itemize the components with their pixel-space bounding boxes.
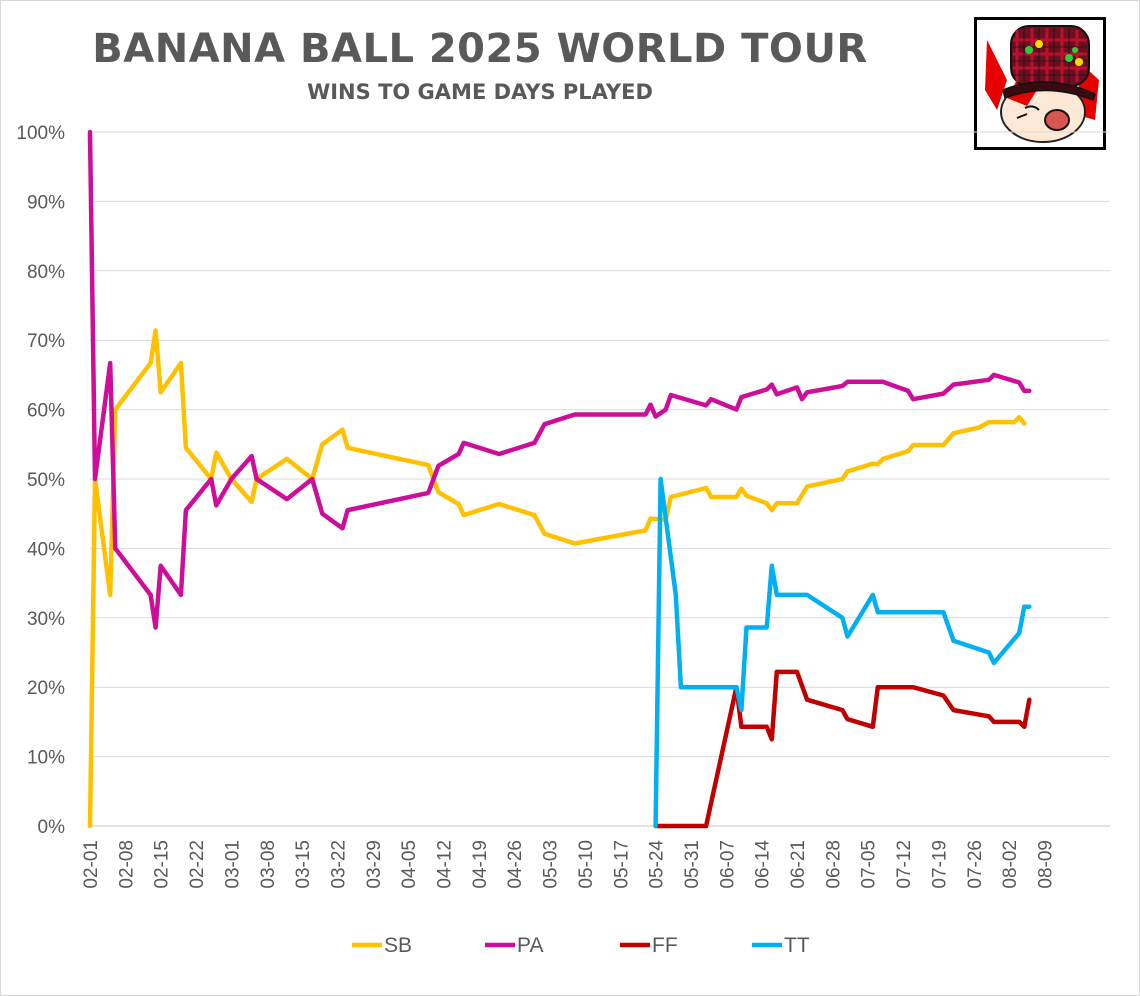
x-tick-label: 03-15 (293, 840, 314, 889)
y-tick-label: 50% (27, 470, 65, 491)
x-tick-label: 03-08 (258, 840, 279, 889)
y-tick-label: 20% (27, 678, 65, 699)
x-tick-label: 07-12 (894, 840, 915, 889)
grid-lines (90, 131, 1110, 758)
chart-title: BANANA BALL 2025 WORLD TOUR (92, 26, 868, 72)
x-tick-label: 02-01 (81, 840, 102, 889)
x-tick-label: 08-02 (1000, 840, 1021, 889)
series-lines (87, 129, 1032, 829)
y-tick-label: 90% (27, 192, 65, 213)
y-tick-label: 30% (27, 609, 65, 630)
x-tick-label: 06-28 (823, 840, 844, 889)
legend-label-tt: TT (784, 934, 810, 957)
y-tick-label: 60% (27, 401, 65, 422)
x-tick-label: 05-24 (647, 840, 668, 889)
series-line-pa (87, 129, 1032, 630)
x-tick-label: 07-19 (929, 840, 950, 889)
x-tick-label: 06-07 (717, 840, 738, 889)
legend-label-ff: FF (652, 934, 678, 957)
y-axis-labels: 0% 10% 20% 30% 40% 50% 60% 70% 80% 90% 100% (16, 123, 65, 838)
x-tick-label: 04-12 (435, 840, 456, 889)
x-axis-labels: 02-01 02-08 02-15 02-22 03-01 03-08 03-15 03-22… (81, 840, 1056, 889)
x-tick-label: 07-26 (965, 840, 986, 889)
x-tick-label: 02-15 (152, 840, 173, 889)
x-tick-label: 05-31 (682, 840, 703, 889)
x-tick-label: 04-26 (505, 840, 526, 889)
x-tick-label: 05-17 (611, 840, 632, 889)
x-tick-label: 03-29 (364, 840, 385, 889)
series-line-ff (653, 669, 1032, 829)
series-line-sb (87, 328, 1027, 829)
x-tick-label: 04-19 (470, 840, 491, 889)
x-tick-label: 03-22 (328, 840, 349, 889)
y-tick-label: 10% (27, 748, 65, 769)
y-tick-label: 40% (27, 539, 65, 560)
legend: SB PA FF TT (352, 934, 810, 957)
x-tick-label: 02-08 (116, 840, 137, 889)
cartoon-avatar-icon (974, 17, 1106, 150)
x-tick-label: 04-05 (399, 840, 420, 889)
series-line-tt (653, 476, 1032, 829)
x-tick-label: 02-22 (187, 840, 208, 889)
x-tick-label: 08-09 (1035, 840, 1056, 889)
x-tick-label: 06-21 (788, 840, 809, 889)
y-tick-label: 100% (16, 123, 65, 144)
legend-label-pa: PA (517, 934, 543, 957)
y-tick-label: 70% (27, 331, 65, 352)
x-tick-label: 03-01 (222, 840, 243, 889)
x-tick-label: 05-10 (576, 840, 597, 889)
y-tick-label: 0% (38, 817, 66, 838)
chart-subtitle: WINS TO GAME DAYS PLAYED (307, 80, 653, 104)
y-tick-label: 80% (27, 262, 65, 283)
legend-label-sb: SB (384, 934, 412, 957)
x-tick-label: 06-14 (753, 840, 774, 889)
x-tick-label: 05-03 (541, 840, 562, 889)
x-tick-label: 07-05 (859, 840, 880, 889)
